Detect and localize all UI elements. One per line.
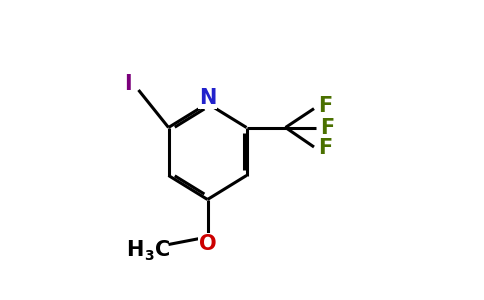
Text: N: N — [199, 88, 216, 107]
Text: O: O — [199, 234, 216, 254]
Text: C: C — [155, 241, 170, 260]
Text: I: I — [124, 74, 132, 94]
Text: H: H — [126, 241, 143, 260]
Text: F: F — [320, 118, 334, 137]
Text: F: F — [318, 97, 333, 116]
Text: F: F — [318, 139, 333, 158]
Text: 3: 3 — [145, 249, 154, 263]
